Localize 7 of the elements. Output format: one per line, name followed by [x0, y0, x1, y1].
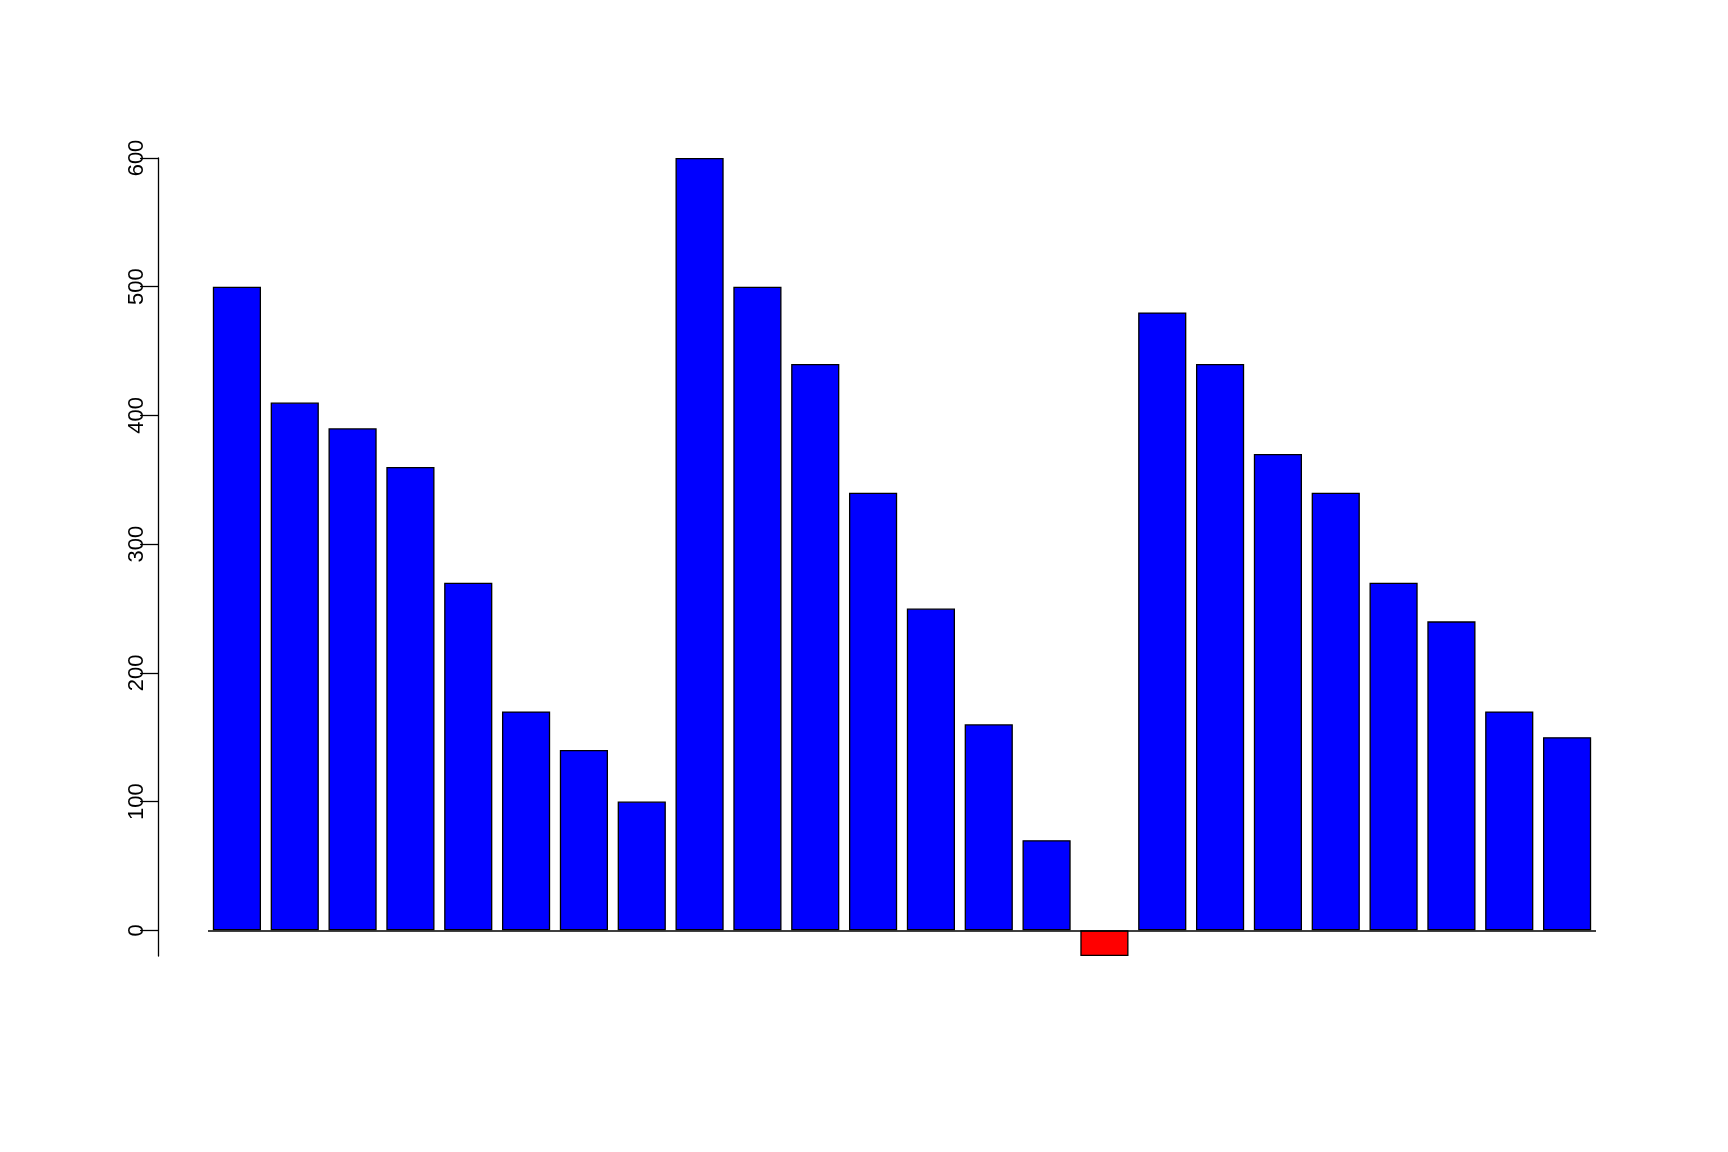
y-tick-label: 200 — [122, 654, 148, 692]
y-tick-label: 400 — [122, 397, 148, 434]
y-tick-label: 300 — [122, 525, 148, 563]
y-tick-label: 500 — [122, 268, 148, 306]
y-tick-label: 0 — [122, 924, 148, 937]
y-tick-label: 600 — [122, 139, 148, 177]
y-tick-label: 100 — [122, 783, 148, 820]
